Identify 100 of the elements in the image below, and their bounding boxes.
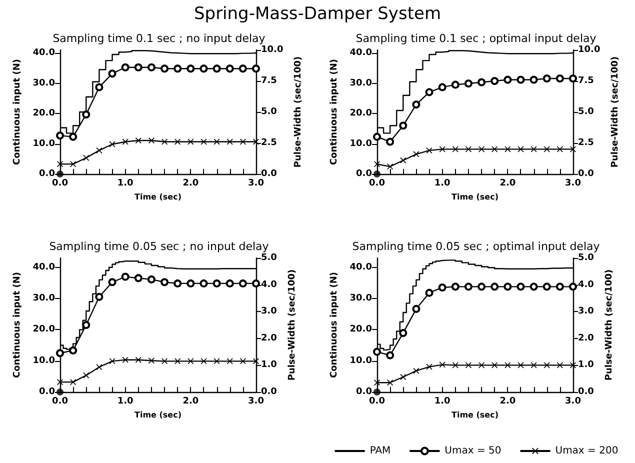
point [174,279,182,288]
point [373,348,381,356]
point [530,146,537,152]
y-tick-label: 10.0 [350,356,372,366]
point [70,161,76,168]
point [387,380,394,386]
point [56,349,64,358]
y2-tick-label: 5.0 [578,253,594,263]
point [387,164,394,170]
y2-tick-label: 1.0 [261,360,277,370]
point [386,138,394,146]
y-tick-label: 20.0 [32,324,55,335]
point [82,321,90,329]
point [452,146,458,152]
point [492,146,498,152]
point [516,282,525,291]
point [373,132,381,141]
point [226,64,234,73]
x-axis-title: Time (sec) [134,410,182,420]
y-axis-title: Continuous input (N) [12,272,22,378]
y2-tick-label: 2.5 [578,138,594,148]
y-axis-title: Continuous input (N) [12,58,22,166]
y2-tick-label: 5.0 [261,253,277,263]
point [518,362,524,368]
y-tick-label: 40.0 [32,262,55,272]
point [490,282,499,291]
y-tick-label: 0.0 [39,387,55,397]
point [544,362,550,368]
point [504,146,511,152]
point [238,279,247,288]
point [439,362,446,368]
point [252,64,260,73]
point [83,154,90,161]
text: Spring-Mass-Damper System [192,4,442,24]
x-tick-label: 1.0 [434,178,450,188]
point [83,372,90,378]
chart-title: Sampling time 0.05 sec ; optimal input delay [352,240,600,253]
point [478,78,486,86]
y-tick-label: 10.0 [350,138,372,149]
point [95,83,104,92]
point [530,362,537,368]
y-tick-label: 0.0 [39,169,55,179]
point [451,282,460,291]
point [109,141,116,148]
legend-label: PAM [370,446,391,456]
x-tick-label: 1.0 [117,178,134,188]
point [69,346,78,354]
point [464,79,472,88]
y-tick-label: 10.0 [32,356,55,366]
point [413,368,420,374]
point [464,282,472,291]
point [490,77,499,85]
point [70,379,76,386]
point [188,138,194,145]
point [425,88,434,96]
x-tick-label: 0.0 [369,396,385,406]
point [374,161,380,168]
y2-tick-label: 2.0 [261,333,277,344]
point [121,63,130,72]
y2-axis-title: Pulse-Width (sec/100) [604,269,614,381]
x-tick-label: 0.0 [52,396,68,406]
y-tick-label: 30.0 [32,294,55,304]
x-tick-label: 0.0 [52,178,68,188]
point [186,64,195,73]
point [478,282,486,291]
point [108,278,116,286]
point [82,110,90,118]
point [412,304,420,313]
point [135,138,142,144]
point [556,282,564,291]
y-tick-label: 40.0 [350,48,372,58]
point [147,63,156,72]
point [400,157,406,164]
point [212,279,221,288]
point [399,122,408,130]
y-axis-title: Continuous input (N) [329,272,340,378]
point [451,80,460,89]
point [200,358,207,364]
point [452,362,458,368]
y2-tick-label: 2.5 [261,138,277,148]
y2-tick-label: 10.0 [578,45,600,55]
point [57,379,63,386]
point [542,74,551,83]
y2-tick-label: 4.0 [578,280,594,290]
point [174,64,182,73]
x-axis-title: Time (sec) [452,192,498,202]
x-axis-title: Time (sec) [452,410,498,420]
point [530,76,538,84]
y2-tick-label: 10.0 [261,45,284,55]
point [518,146,524,152]
chart-title: Sampling time 0.1 sec ; optimal input delay [356,32,597,45]
point [121,272,130,281]
x-tick-label: 2.0 [500,396,516,406]
point [556,74,564,83]
point [542,282,551,291]
point [200,64,208,73]
point [186,279,195,288]
point [148,138,154,144]
point [544,146,550,152]
point [438,83,446,92]
